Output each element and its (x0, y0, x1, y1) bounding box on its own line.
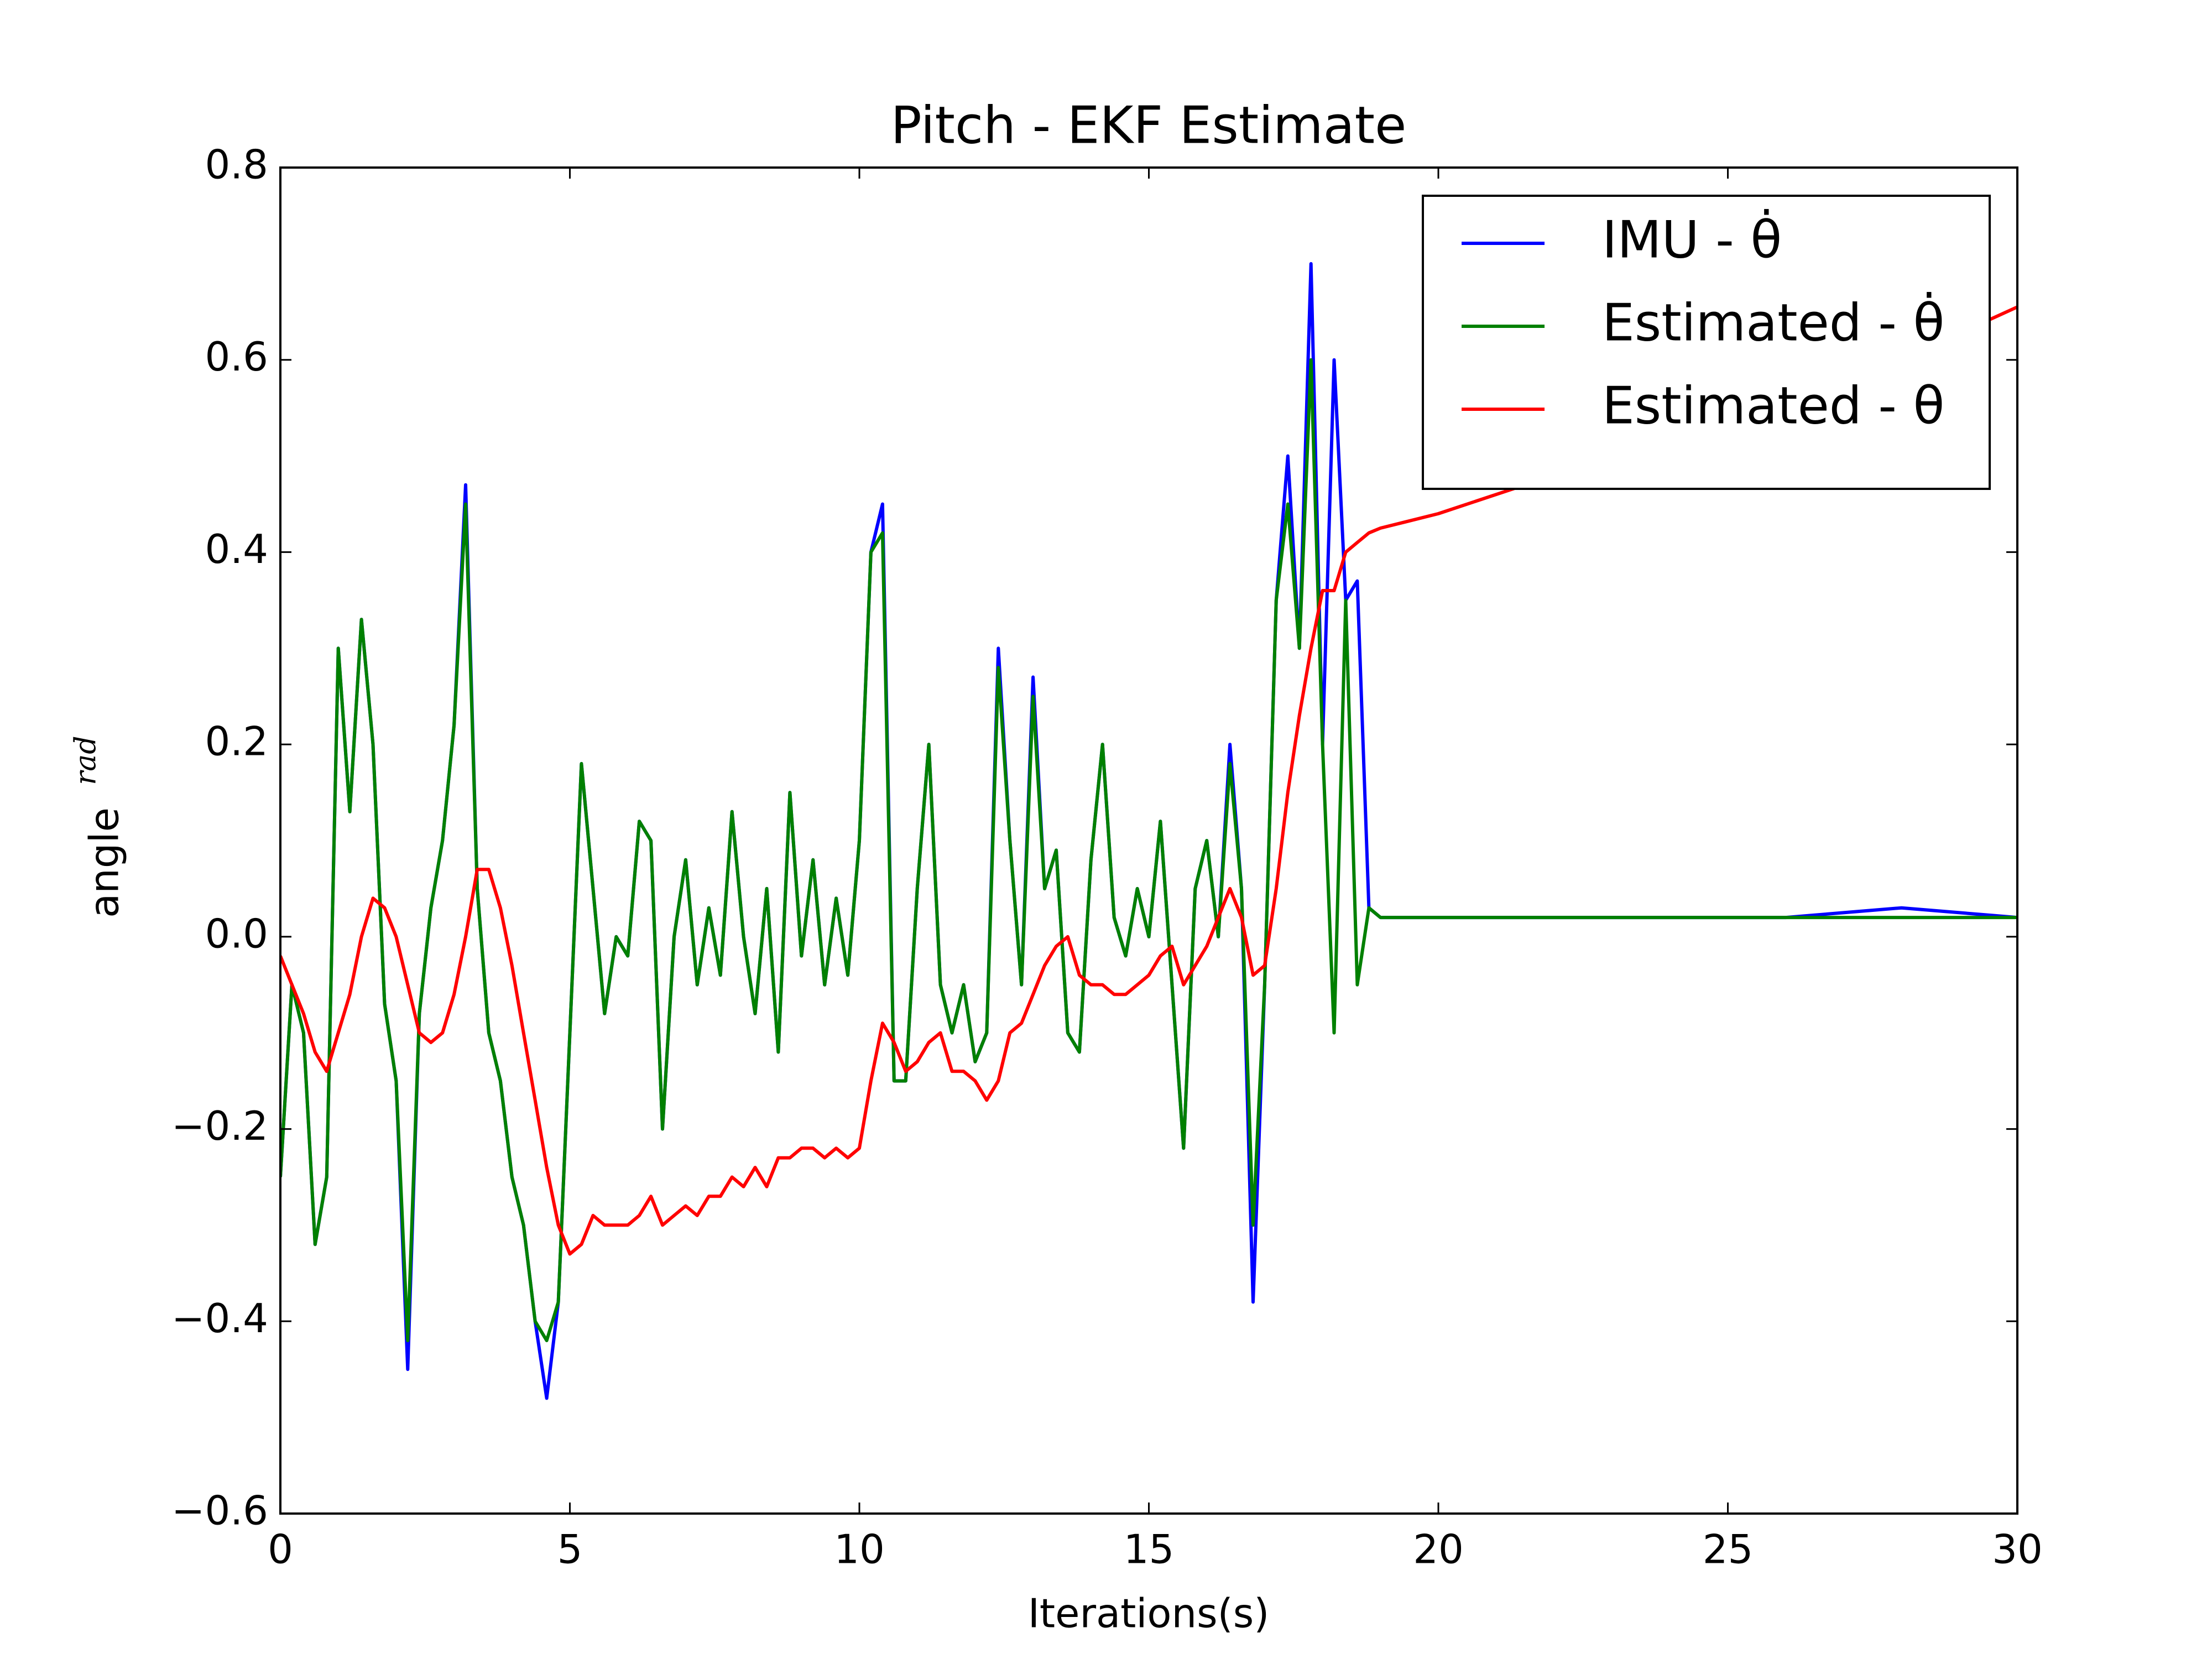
y-tick-label: −0.2 (171, 1103, 268, 1149)
legend-label: Estimated - θ̇ (1602, 291, 1944, 352)
legend-label: Estimated - θ (1602, 375, 1944, 435)
x-tick-label: 20 (1413, 1526, 1464, 1573)
y-axis-label-sup: rad (70, 735, 103, 785)
y-tick-label: −0.4 (171, 1295, 268, 1342)
y-tick-label: 0.0 (205, 910, 268, 957)
x-tick-label: 25 (1703, 1526, 1754, 1573)
y-axis-label-group: angle rad (70, 735, 128, 917)
y-tick-label: 0.6 (205, 333, 268, 380)
chart-title: Pitch - EKF Estimate (891, 95, 1407, 155)
legend-label: IMU - θ̇ (1602, 208, 1782, 269)
y-tick-label: 0.8 (205, 142, 268, 188)
x-tick-label: 30 (1992, 1526, 2043, 1573)
x-tick-label: 15 (1124, 1526, 1175, 1573)
x-axis-label: Iterations(s) (1028, 1590, 1270, 1637)
series-line (280, 305, 2017, 1256)
y-tick-label: 0.4 (205, 526, 268, 572)
x-tick-label: 10 (834, 1526, 885, 1573)
y-axis-label: angle (81, 807, 128, 918)
y-tick-label: 0.2 (205, 718, 268, 765)
series-line (280, 358, 2017, 1343)
y-tick-label: −0.6 (171, 1488, 268, 1534)
x-tick-label: 5 (557, 1526, 583, 1573)
x-tick-label: 0 (268, 1526, 293, 1573)
